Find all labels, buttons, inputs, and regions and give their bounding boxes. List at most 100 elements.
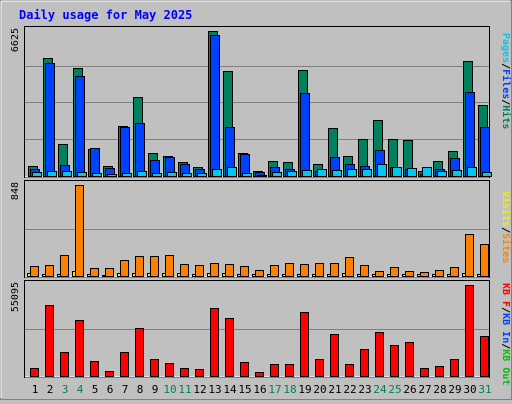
x-tick-label: 20 xyxy=(313,383,326,396)
x-axis-labels: 1 2 3 4 5 6 7 8 9 10 11 12 13 14 15 16 17 18 19 20 21 22 23 24 2… xyxy=(32,383,492,396)
bar-sites xyxy=(465,234,474,277)
bar-sites xyxy=(60,255,69,277)
x-tick-label: 11 xyxy=(178,383,191,396)
bar-kb-f xyxy=(420,368,429,377)
bar-kb-f xyxy=(210,308,219,377)
bar-pages xyxy=(407,168,417,177)
bar-pages xyxy=(302,170,312,177)
bar-sites xyxy=(255,270,264,277)
bar-pages xyxy=(437,171,447,177)
bar-sites xyxy=(210,263,219,277)
bar-pages xyxy=(362,169,372,177)
bar-pages xyxy=(212,169,222,177)
bar-pages xyxy=(92,173,102,177)
bar-sites xyxy=(75,185,84,277)
bar-sites xyxy=(195,265,204,277)
x-tick-label: 22 xyxy=(343,383,356,396)
bar-pages xyxy=(482,172,492,177)
bar-sites xyxy=(420,272,429,277)
bar-sites xyxy=(435,270,444,277)
x-tick-label: 29 xyxy=(448,383,461,396)
bar-pages xyxy=(422,167,432,177)
bar-kb-f xyxy=(90,361,99,377)
x-tick-label: 27 xyxy=(418,383,431,396)
bar-sites xyxy=(315,263,324,277)
bar-kb-f xyxy=(225,318,234,377)
ymax-label: 55095 xyxy=(10,282,21,312)
x-tick-label: 10 xyxy=(163,383,176,396)
bar-pages xyxy=(227,167,237,177)
bar-sites xyxy=(135,256,144,277)
bar-sites xyxy=(330,263,339,277)
bar-files xyxy=(465,92,475,177)
bar-pages xyxy=(152,173,162,177)
bar-files xyxy=(210,35,220,177)
legend-item: KB In xyxy=(500,313,511,343)
bar-sites xyxy=(165,255,174,277)
x-tick-label: 2 xyxy=(47,383,54,396)
bar-kb-f xyxy=(360,349,369,377)
bar-kb-f xyxy=(195,369,204,377)
legend-item: KB F xyxy=(500,283,511,307)
bar-sites xyxy=(240,266,249,277)
legend-item: / xyxy=(500,63,511,69)
bar-kb-f xyxy=(270,364,279,377)
bar-kb-f xyxy=(435,366,444,377)
bar-pages xyxy=(287,171,297,177)
legend-item: / xyxy=(500,99,511,105)
bar-kb-f xyxy=(345,364,354,377)
bar-files xyxy=(480,127,490,177)
bar-pages xyxy=(392,167,402,177)
x-tick-label: 17 xyxy=(268,383,281,396)
legend-item: Visits xyxy=(500,191,512,227)
bar-sites xyxy=(120,260,129,277)
legend: Visits/Sites xyxy=(500,191,512,263)
bar-kb-f xyxy=(255,372,264,377)
bar-kb-f xyxy=(375,332,384,377)
x-tick-label: 6 xyxy=(107,383,114,396)
x-tick-label: 7 xyxy=(122,383,129,396)
bar-kb-f xyxy=(105,371,114,377)
bar-kb-f xyxy=(330,334,339,377)
bar-kb-f xyxy=(165,363,174,377)
bar-sites xyxy=(30,266,39,277)
x-tick-label: 5 xyxy=(92,383,99,396)
bar-sites xyxy=(285,263,294,277)
bar-sites xyxy=(360,265,369,277)
bar-kb-f xyxy=(390,345,399,377)
x-tick-label: 21 xyxy=(328,383,341,396)
bar-pages xyxy=(332,170,342,177)
legend-item: Files xyxy=(500,69,512,99)
ymax-label: 6625 xyxy=(10,28,21,52)
x-tick-label: 4 xyxy=(77,383,84,396)
bar-pages xyxy=(272,172,282,177)
bar-files xyxy=(300,93,310,177)
bar-sites xyxy=(90,268,99,277)
bar-pages xyxy=(137,171,147,177)
bar-pages xyxy=(317,169,327,177)
bar-pages xyxy=(242,173,252,177)
legend-item: Hits xyxy=(500,105,512,129)
bar-kb-f xyxy=(150,359,159,377)
bar-kb-f xyxy=(315,359,324,377)
x-tick-label: 24 xyxy=(373,383,387,396)
bar-kb-f xyxy=(45,305,54,377)
x-tick-label: 31 xyxy=(478,383,491,396)
bar-files xyxy=(45,63,55,177)
bar-pages xyxy=(32,172,42,177)
bar-kb-f xyxy=(465,285,474,377)
x-tick-label: 23 xyxy=(358,383,371,396)
panel-middle: 848 Visits/Sites xyxy=(10,180,512,278)
bar-kb-f xyxy=(405,342,414,377)
x-tick-label: 28 xyxy=(433,383,446,396)
legend-item: / xyxy=(500,343,511,349)
bar-pages xyxy=(377,164,387,177)
x-tick-label: 13 xyxy=(208,383,221,396)
bar-kb-f xyxy=(450,359,459,377)
bar-pages xyxy=(122,173,132,177)
legend-item: KB Out xyxy=(500,349,511,385)
x-tick-label: 30 xyxy=(463,383,476,396)
x-tick-label: 18 xyxy=(283,383,296,396)
